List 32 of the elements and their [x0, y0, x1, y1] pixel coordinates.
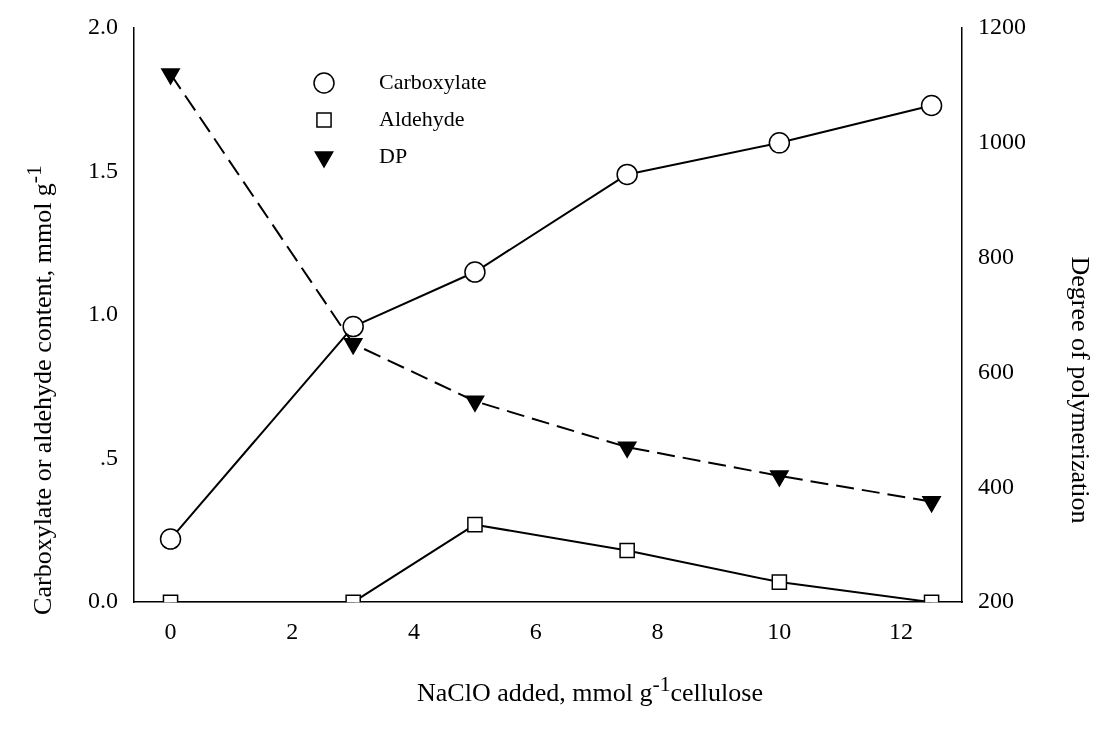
legend-label: Carboxylate	[379, 68, 487, 94]
point	[467, 516, 483, 533]
y2-axis-title: Degree of polymerization	[1065, 256, 1095, 524]
x-tick-label: 0	[164, 617, 177, 644]
legend-label: Aldehyde	[379, 105, 465, 131]
point	[342, 315, 364, 338]
point	[619, 542, 635, 559]
legend-label: DP	[379, 142, 408, 168]
y-tick-label: .5	[100, 443, 118, 470]
x-tick-label: 10	[767, 617, 792, 644]
y-tick-label: 2.0	[88, 13, 118, 40]
y2-tick-label: 400	[978, 472, 1014, 499]
y-tick-label: 1.5	[88, 156, 118, 183]
point	[616, 163, 638, 186]
point	[920, 94, 943, 117]
x-axis-title: NaClO added, mmol g$^{-1}$cellulose	[417, 672, 763, 708]
y2-tick-label: 600	[978, 357, 1014, 384]
point	[464, 261, 486, 283]
x-tick-label: 12	[889, 617, 914, 644]
x-tick-label: 6	[529, 617, 542, 644]
y2-tick-label: 1200	[978, 13, 1026, 40]
point	[771, 574, 788, 590]
x-tick-label: 8	[651, 617, 664, 644]
y2-tick-label: 200	[978, 587, 1014, 614]
point	[159, 528, 182, 550]
x-tick-label: 2	[286, 617, 299, 644]
y2-tick-label: 800	[978, 242, 1014, 269]
point	[768, 132, 791, 154]
x-tick-label: 4	[408, 617, 421, 644]
y2-tick-label: 1000	[978, 128, 1026, 155]
y-tick-label: 1.0	[88, 300, 118, 327]
y-tick-label: 0.0	[88, 587, 118, 614]
